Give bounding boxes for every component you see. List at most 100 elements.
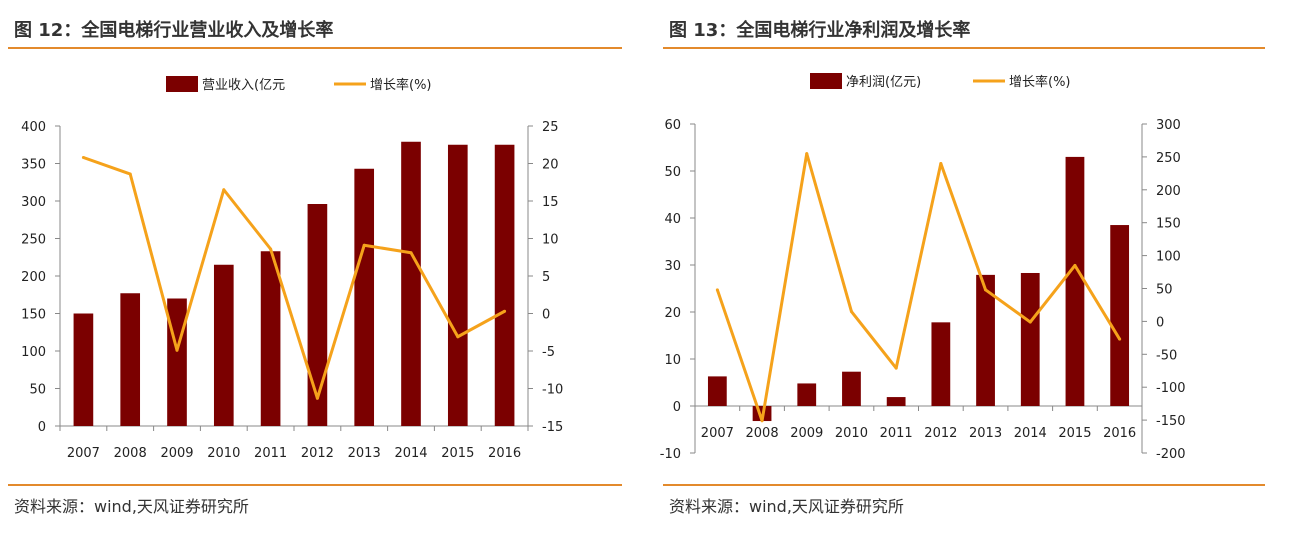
x-tick-label: 2016 bbox=[1103, 426, 1136, 441]
legend-line-label: 增长率(%) bbox=[370, 77, 432, 93]
bar bbox=[707, 376, 727, 406]
x-tick-label: 2011 bbox=[254, 446, 287, 461]
source-note: 资料来源：wind,天风证券研究所 bbox=[14, 497, 249, 516]
y-tick-label-right: 10 bbox=[542, 233, 559, 248]
x-tick-label: 2010 bbox=[207, 446, 240, 461]
y-tick-label-right: -10 bbox=[542, 383, 563, 398]
y-tick-label-left: 0 bbox=[673, 400, 681, 415]
y-tick-label-left: 50 bbox=[664, 165, 681, 180]
y-tick-label-right: -15 bbox=[542, 420, 563, 435]
x-tick-label: 2008 bbox=[114, 446, 147, 461]
y-tick-label-right: 0 bbox=[1156, 315, 1164, 330]
line-point bbox=[805, 152, 809, 156]
x-tick-label: 2014 bbox=[394, 446, 427, 461]
bar bbox=[354, 168, 375, 426]
y-tick-label-right: -100 bbox=[1156, 381, 1186, 396]
y-tick-label-right: 150 bbox=[1156, 217, 1181, 232]
bar bbox=[213, 264, 234, 426]
line-point bbox=[362, 243, 366, 247]
figure-title: 图 12：全国电梯行业营业收入及增长率 bbox=[14, 20, 334, 41]
line-point bbox=[175, 348, 179, 352]
x-tick-label: 2013 bbox=[348, 446, 381, 461]
x-tick-label: 2012 bbox=[301, 446, 334, 461]
y-tick-label-right: 5 bbox=[542, 270, 550, 285]
bar bbox=[73, 313, 94, 426]
source-rule bbox=[8, 484, 622, 486]
y-tick-label-left: 0 bbox=[38, 420, 46, 435]
line-point bbox=[222, 188, 226, 192]
y-tick-label-right: 100 bbox=[1156, 250, 1181, 265]
chart-panel-profit: 图 13：全国电梯行业净利润及增长率 -10 0 10 20 30 40 50 60 -200-… bbox=[655, 0, 1265, 553]
line-point bbox=[81, 156, 85, 159]
y-tick-label-right: -200 bbox=[1156, 447, 1186, 462]
y-tick-label-right: 250 bbox=[1156, 151, 1181, 166]
line-point bbox=[315, 396, 319, 400]
bar bbox=[886, 397, 906, 406]
bar bbox=[260, 251, 281, 426]
bar bbox=[401, 141, 421, 426]
bar bbox=[931, 322, 951, 406]
chart-revenue: 0 50 100 150 200 250 300 350 400 -15 -10 -5 0 5 10 15 20… bbox=[21, 76, 563, 461]
y-tick-label-right: 200 bbox=[1156, 184, 1181, 199]
source-note: 资料来源：wind,天风证券研究所 bbox=[669, 497, 904, 516]
x-tick-label: 2010 bbox=[835, 426, 868, 441]
bar bbox=[1020, 272, 1040, 406]
title-rule bbox=[8, 47, 622, 49]
y-tick-label-left: -10 bbox=[660, 447, 681, 462]
y-tick-label-left: 300 bbox=[21, 195, 46, 210]
y-tick-label-right: -50 bbox=[1156, 348, 1177, 363]
figure-title: 图 13：全国电梯行业净利润及增长率 bbox=[669, 20, 971, 41]
x-tick-label: 2014 bbox=[1014, 426, 1047, 441]
bar bbox=[494, 144, 515, 426]
legend-bar-label: 营业收入(亿元 bbox=[202, 78, 285, 93]
y-tick-label-right: 25 bbox=[542, 120, 559, 135]
x-tick-label: 2009 bbox=[160, 446, 193, 461]
bar bbox=[120, 293, 141, 426]
line-point bbox=[760, 419, 764, 423]
y-tick-label-left: 100 bbox=[21, 345, 46, 360]
source-rule bbox=[663, 484, 1265, 486]
line-point bbox=[984, 288, 988, 292]
x-tick-label: 2008 bbox=[746, 426, 779, 441]
y-tick-label-left: 250 bbox=[21, 233, 46, 248]
y-tick-label-left: 350 bbox=[21, 158, 46, 173]
y-tick-label-right: 15 bbox=[542, 195, 559, 210]
line-point bbox=[1028, 320, 1032, 324]
x-tick-label: 2007 bbox=[701, 426, 734, 441]
line-point bbox=[128, 172, 132, 176]
legend-bar-swatch bbox=[166, 76, 198, 92]
bar bbox=[167, 298, 187, 426]
y-tick-label-left: 150 bbox=[21, 308, 46, 323]
y-tick-label-left: 10 bbox=[664, 353, 681, 368]
legend-bar-swatch bbox=[810, 73, 842, 89]
y-tick-label-left: 20 bbox=[664, 306, 681, 321]
x-tick-label: 2012 bbox=[924, 426, 957, 441]
y-tick-label-right: 0 bbox=[542, 308, 550, 323]
x-tick-label: 2016 bbox=[488, 446, 521, 461]
x-tick-label: 2013 bbox=[969, 426, 1002, 441]
bar bbox=[797, 383, 817, 406]
y-tick-label-left: 30 bbox=[664, 259, 681, 274]
y-tick-label-right: -5 bbox=[542, 345, 555, 360]
x-tick-label: 2009 bbox=[790, 426, 823, 441]
y-tick-label-right: 50 bbox=[1156, 283, 1173, 298]
legend-bar-label: 净利润(亿元) bbox=[846, 75, 921, 90]
x-tick-label: 2007 bbox=[67, 446, 100, 461]
y-tick-label-right: -150 bbox=[1156, 414, 1186, 429]
chart-panel-revenue: 图 12：全国电梯行业营业收入及增长率 0 50 100 150 200 250 300 35… bbox=[0, 0, 622, 553]
line-point bbox=[269, 247, 273, 251]
bar bbox=[447, 144, 468, 426]
bar bbox=[976, 274, 995, 406]
line-point bbox=[849, 310, 853, 314]
x-tick-label: 2015 bbox=[1058, 426, 1091, 441]
line-point bbox=[894, 366, 898, 370]
line-point bbox=[715, 288, 719, 292]
line-point bbox=[503, 309, 507, 313]
title-rule bbox=[663, 47, 1265, 49]
bar bbox=[1065, 156, 1085, 406]
chart-profit: -100102030405060-200-150-100-50050100150… bbox=[660, 73, 1186, 462]
legend-line-label: 增长率(%) bbox=[1009, 74, 1071, 90]
y-tick-label-right: 300 bbox=[1156, 118, 1181, 133]
bar bbox=[842, 371, 861, 406]
y-tick-label-right: 20 bbox=[542, 158, 559, 173]
